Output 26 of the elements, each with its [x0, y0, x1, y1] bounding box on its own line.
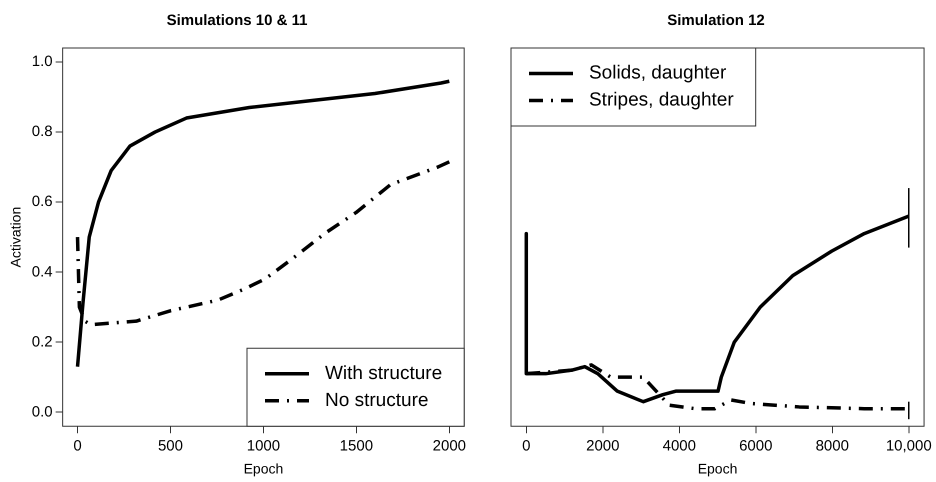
x-tick-label: 1000 — [246, 437, 280, 454]
y-tick-label: 1.0 — [32, 53, 53, 70]
y-tick-label: 0.4 — [32, 263, 53, 280]
x-tick-label: 6000 — [739, 437, 772, 454]
legend-label: Stripes, daughter — [589, 90, 734, 111]
x-tick-label: 4000 — [662, 437, 696, 454]
legend-label: Solids, daughter — [589, 62, 727, 84]
x-axis-title: Epoch — [244, 460, 284, 476]
legend-label: No structure — [324, 390, 428, 411]
x-axis-title: Epoch — [698, 460, 738, 476]
y-tick-label: 0.0 — [32, 403, 53, 420]
x-tick-label: 8000 — [816, 437, 849, 454]
y-tick-label: 0.2 — [32, 333, 53, 350]
x-tick-label: 10,000 — [886, 437, 932, 454]
chart-title: Simulation 12 — [667, 12, 765, 30]
chart-title: Simulations 10 & 11 — [166, 12, 308, 30]
x-tick-label: 0 — [73, 437, 82, 454]
x-tick-label: 1500 — [340, 437, 374, 454]
x-tick-label: 2000 — [586, 437, 620, 454]
y-axis-title: Activation — [7, 206, 24, 268]
y-tick-label: 0.8 — [32, 123, 53, 140]
y-tick-label: 0.6 — [32, 193, 53, 210]
x-tick-label: 0 — [522, 437, 530, 454]
x-tick-label: 2000 — [432, 437, 466, 454]
legend-label: With structure — [324, 362, 442, 384]
x-tick-label: 500 — [158, 437, 183, 454]
